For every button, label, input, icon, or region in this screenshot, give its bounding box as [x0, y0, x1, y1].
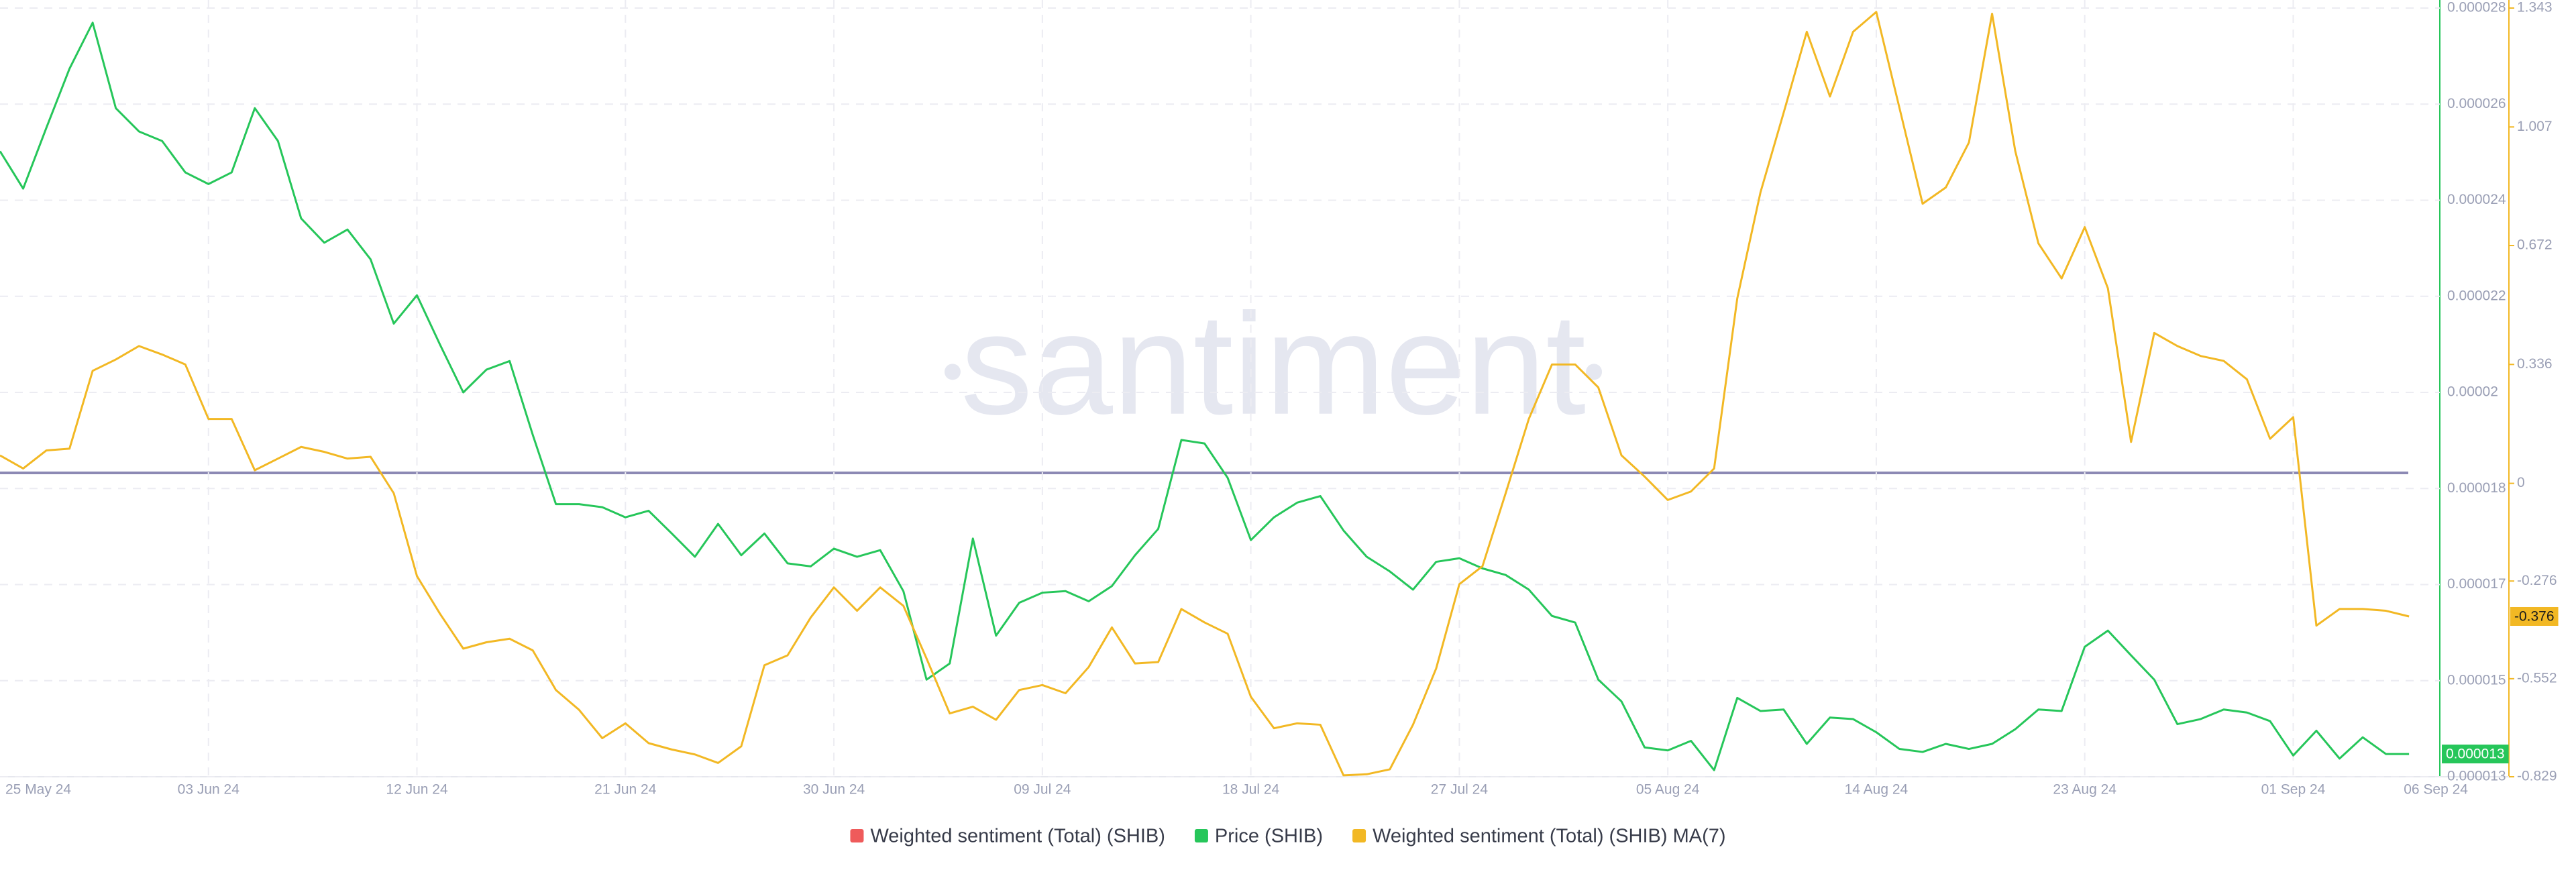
- y-tick-label: 0.000018: [2447, 480, 2506, 496]
- legend-label: Weighted sentiment (Total) (SHIB) MA(7): [1373, 826, 1725, 847]
- legend-swatch: [850, 829, 864, 842]
- legend-label: Weighted sentiment (Total) (SHIB): [870, 826, 1165, 847]
- badge-label: 0.000013: [2446, 747, 2505, 762]
- badge-bg: [2510, 606, 2559, 626]
- badge-label: -0.376: [2514, 609, 2555, 624]
- y-tick-label: 0.000013: [2447, 769, 2506, 784]
- y-tick-label: 0.000015: [2447, 672, 2506, 688]
- x-tick-label: 30 Jun 24: [803, 782, 865, 798]
- y2-tick-label: 1.343: [2517, 0, 2553, 15]
- legend-swatch: [1352, 829, 1366, 842]
- y-tick-label: 0.000022: [2447, 288, 2506, 303]
- watermark-group: santiment: [961, 283, 1586, 445]
- x-tick-label: 12 Jun 24: [386, 782, 448, 798]
- y2-tick-label: 0.672: [2517, 237, 2553, 253]
- x-tick-label: 09 Jul 24: [1014, 782, 1071, 798]
- y2-tick-label: -0.829: [2517, 769, 2557, 784]
- x-tick-label: 23 Aug 24: [2053, 782, 2116, 798]
- y-tick-label: 0.00002: [2447, 384, 2498, 400]
- y2-tick-label: -0.276: [2517, 573, 2557, 588]
- x-tick-label: 21 Jun 24: [594, 782, 657, 798]
- watermark-dot: [1586, 364, 1603, 380]
- watermark-dot: [944, 364, 961, 380]
- legend-swatch: [1194, 829, 1208, 842]
- y2-tick-label: 0: [2517, 475, 2525, 490]
- x-tick-label: 01 Sep 24: [2261, 782, 2326, 798]
- y-tick-label: 0.000028: [2447, 0, 2506, 15]
- x-tick-label: 14 Aug 24: [1845, 782, 1909, 798]
- last-value-badge: -0.376: [2510, 606, 2559, 626]
- x-tick-label: 27 Jul 24: [1431, 782, 1489, 798]
- x-tick-label: 06 Sep 24: [2404, 782, 2468, 798]
- x-tick-label: 18 Jul 24: [1222, 782, 1280, 798]
- x-tick-label: 05 Aug 24: [1636, 782, 1700, 798]
- y2-tick-label: -0.552: [2517, 670, 2557, 686]
- x-tick-label: 03 Jun 24: [178, 782, 240, 798]
- badge-bg: [2442, 745, 2509, 764]
- legend-label: Price (SHIB): [1215, 826, 1323, 847]
- legend: Weighted sentiment (Total) (SHIB) Price (…: [850, 826, 1726, 847]
- series-line: [0, 21, 2410, 771]
- x-tick-label: 25 May 24: [5, 782, 71, 798]
- y2-tick-label: 0.336: [2517, 356, 2553, 372]
- y-tick-label: 0.000026: [2447, 96, 2506, 111]
- y-tick-label: 0.000017: [2447, 576, 2506, 592]
- series-line: [0, 11, 2410, 777]
- y-tick-label: 0.000024: [2447, 192, 2506, 207]
- y2-tick-label: 1.007: [2517, 119, 2553, 134]
- watermark: santiment: [961, 283, 1586, 445]
- last-value-badge: 0.000013: [2442, 745, 2509, 764]
